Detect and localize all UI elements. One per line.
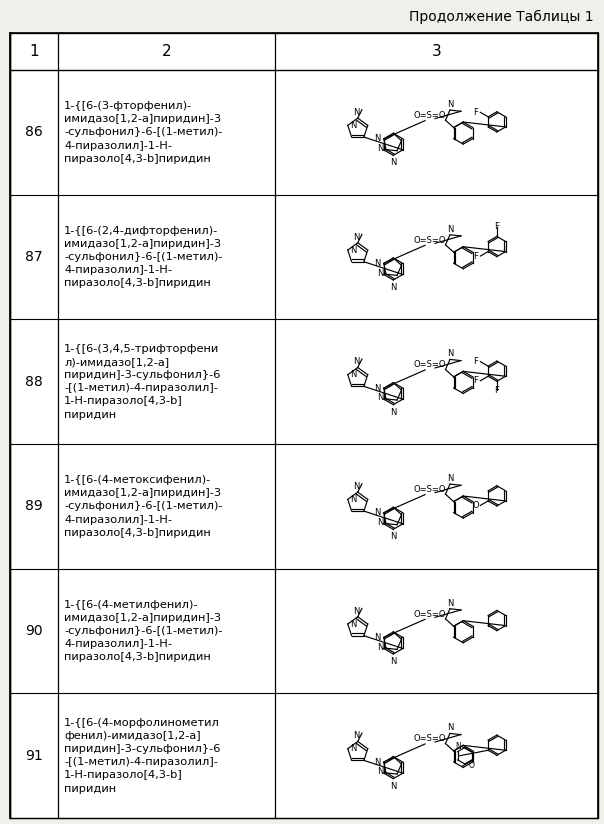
Text: N: N — [447, 723, 453, 733]
Text: N: N — [374, 633, 381, 642]
Text: N: N — [390, 283, 396, 292]
Text: N: N — [374, 259, 381, 268]
Text: N: N — [353, 732, 360, 741]
Text: N: N — [353, 358, 360, 367]
Text: 1-{[6-(2,4-дифторфенил)-
имидазо[1,2-a]пиридин]-3
-сульфонил}-6-[(1-метил)-
4-пи: 1-{[6-(2,4-дифторфенил)- имидазо[1,2-a]п… — [64, 226, 223, 288]
Text: N: N — [353, 606, 360, 616]
Text: 87: 87 — [25, 250, 43, 264]
Text: F: F — [474, 377, 478, 386]
Text: 1-{[6-(4-морфолинометил
фенил)-имидазо[1,2-a]
пиридин]-3-сульфонил}-6
-[(1-метил: 1-{[6-(4-морфолинометил фенил)-имидазо[1… — [64, 718, 220, 794]
Text: O=S=O: O=S=O — [414, 485, 446, 494]
Text: 86: 86 — [25, 125, 43, 139]
Text: 91: 91 — [25, 749, 43, 763]
Text: N: N — [350, 495, 356, 503]
Text: N: N — [350, 121, 356, 130]
Text: 1-{[6-(3,4,5-трифторфени
л)-имидазо[1,2-a]
пиридин]-3-сульфонил}-6
-[(1-метил)-4: 1-{[6-(3,4,5-трифторфени л)-имидазо[1,2-… — [64, 344, 220, 419]
Text: N: N — [350, 620, 356, 629]
Text: N: N — [377, 144, 383, 153]
Text: O: O — [473, 501, 480, 510]
Text: N: N — [374, 757, 381, 766]
Text: 1-{[6-(3-фторфенил)-
имидазо[1,2-a]пиридин]-3
-сульфонил}-6-[(1-метил)-
4-пиразо: 1-{[6-(3-фторфенил)- имидазо[1,2-a]пирид… — [64, 101, 223, 164]
Text: N: N — [374, 134, 381, 143]
Text: N: N — [377, 767, 383, 776]
Text: N: N — [374, 508, 381, 517]
Text: N: N — [353, 108, 360, 117]
Text: 2: 2 — [162, 44, 171, 59]
Text: N: N — [377, 518, 383, 527]
Text: N: N — [447, 100, 453, 109]
Text: N: N — [390, 408, 396, 417]
Text: 1-{[6-(4-метилфенил)-
имидазо[1,2-a]пиридин]-3
-сульфонил}-6-[(1-метил)-
4-пираз: 1-{[6-(4-метилфенил)- имидазо[1,2-a]пири… — [64, 600, 223, 662]
Text: N: N — [350, 246, 356, 255]
Text: N: N — [447, 599, 453, 608]
Text: N: N — [377, 643, 383, 652]
Text: N: N — [390, 158, 396, 167]
Text: F: F — [495, 386, 500, 396]
Text: O=S=O: O=S=O — [414, 236, 446, 245]
Text: N: N — [390, 657, 396, 666]
Text: 3: 3 — [431, 44, 441, 59]
Text: O=S=O: O=S=O — [414, 734, 446, 743]
Text: N: N — [447, 474, 453, 483]
Text: N: N — [390, 532, 396, 541]
Text: O=S=O: O=S=O — [414, 610, 446, 619]
Text: N: N — [390, 782, 396, 791]
Text: F: F — [474, 357, 478, 366]
Text: 90: 90 — [25, 624, 43, 638]
Text: 1: 1 — [30, 44, 39, 59]
Text: N: N — [353, 233, 360, 241]
Text: F: F — [474, 252, 478, 261]
Text: N: N — [455, 742, 460, 751]
Text: N: N — [447, 349, 453, 358]
Text: 89: 89 — [25, 499, 43, 513]
Text: Продолжение Таблицы 1: Продолжение Таблицы 1 — [410, 10, 594, 24]
Text: N: N — [377, 393, 383, 402]
Text: F: F — [474, 108, 478, 116]
Text: N: N — [447, 225, 453, 234]
Text: N: N — [353, 482, 360, 491]
Text: O=S=O: O=S=O — [414, 360, 446, 369]
Text: N: N — [377, 269, 383, 278]
Text: N: N — [350, 744, 356, 753]
Text: O=S=O: O=S=O — [414, 111, 446, 120]
Text: N: N — [374, 384, 381, 392]
Text: O: O — [469, 761, 475, 770]
Text: N: N — [350, 370, 356, 379]
Text: 88: 88 — [25, 375, 43, 389]
Text: F: F — [495, 222, 500, 232]
Text: 1-{[6-(4-метоксифенил)-
имидазо[1,2-a]пиридин]-3
-сульфонил}-6-[(1-метил)-
4-пир: 1-{[6-(4-метоксифенил)- имидазо[1,2-a]пи… — [64, 475, 223, 538]
